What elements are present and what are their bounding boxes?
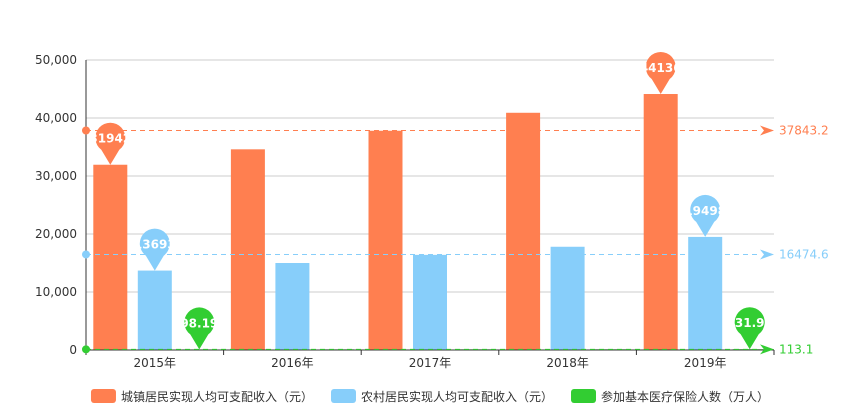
pin-label: 131.96 <box>727 316 773 330</box>
pin-label: 44136 <box>640 61 682 75</box>
x-tick-label: 2017年 <box>409 356 452 370</box>
average-line-label: 16474.6 <box>779 247 829 261</box>
pin-balloon <box>139 228 170 271</box>
value-pins: 31942 44136 13693 19498 98.19 131.96 <box>89 52 773 350</box>
legend-swatch <box>90 389 116 403</box>
value-pin: 131.96 <box>727 307 773 350</box>
bar <box>137 270 172 350</box>
bar <box>368 130 403 350</box>
legend-swatch <box>571 389 597 403</box>
y-tick-label: 20,000 <box>35 227 77 241</box>
bar <box>275 263 310 350</box>
x-tick-label: 2018年 <box>546 356 589 370</box>
y-tick-label: 30,000 <box>35 169 77 183</box>
legend-label: 城镇居民实现人均可支配收入（元） <box>121 389 313 404</box>
x-tick-label: 2019年 <box>684 356 727 370</box>
value-pin: 13693 <box>134 228 176 271</box>
y-tick-label: 40,000 <box>35 111 77 125</box>
pin-balloon <box>184 307 215 350</box>
bar <box>93 164 128 350</box>
bars <box>93 94 767 350</box>
average-line-label: 113.1 <box>779 342 813 356</box>
legend-swatch <box>330 389 356 403</box>
pin-label: 98.19 <box>180 316 218 330</box>
pin-balloon <box>645 52 676 95</box>
bar <box>413 254 447 350</box>
pin-label: 13693 <box>134 238 176 252</box>
bar <box>688 236 723 350</box>
pin-balloon <box>690 194 721 237</box>
value-pin: 98.19 <box>180 307 218 350</box>
legend-item: 农村居民实现人均可支配收入（元） <box>330 389 553 404</box>
legend-item: 城镇居民实现人均可支配收入（元） <box>90 389 313 404</box>
y-tick-label: 50,000 <box>35 53 77 67</box>
pin-balloon <box>734 307 765 350</box>
legend-label: 参加基本医疗保险人数（万人） <box>601 389 769 404</box>
value-pin: 31942 <box>89 122 131 165</box>
average-line-arrow <box>760 125 774 136</box>
bar <box>550 246 585 350</box>
y-tick-label: 10,000 <box>35 285 77 299</box>
x-tick-label: 2016年 <box>271 356 314 370</box>
bar <box>506 112 541 350</box>
average-line-arrow <box>760 249 774 260</box>
average-line-label: 37843.2 <box>779 124 829 138</box>
legend: 城镇居民实现人均可支配收入（元） 农村居民实现人均可支配收入（元） 参加基本医疗保险… <box>90 389 769 404</box>
average-line-arrow <box>760 344 774 355</box>
y-tick-label: 0 <box>69 343 77 357</box>
bar <box>643 94 678 350</box>
value-pin: 44136 <box>640 52 682 95</box>
value-pin: 19498 <box>684 194 726 237</box>
legend-label: 农村居民实现人均可支配收入（元） <box>361 389 553 404</box>
average-lines: 37843.2 16474.6 113.1 <box>82 124 829 356</box>
bar <box>230 149 265 350</box>
legend-item: 参加基本医疗保险人数（万人） <box>571 389 769 404</box>
pin-label: 19498 <box>684 204 726 218</box>
x-axis: 2015年 2016年 2017年 2018年 2019年 <box>85 349 775 370</box>
pin-label: 31942 <box>89 132 131 146</box>
pin-balloon <box>95 122 126 165</box>
x-tick-label: 2015年 <box>134 356 177 370</box>
y-axis: 0 10,000 20,000 30,000 40,000 50,000 <box>35 53 87 357</box>
